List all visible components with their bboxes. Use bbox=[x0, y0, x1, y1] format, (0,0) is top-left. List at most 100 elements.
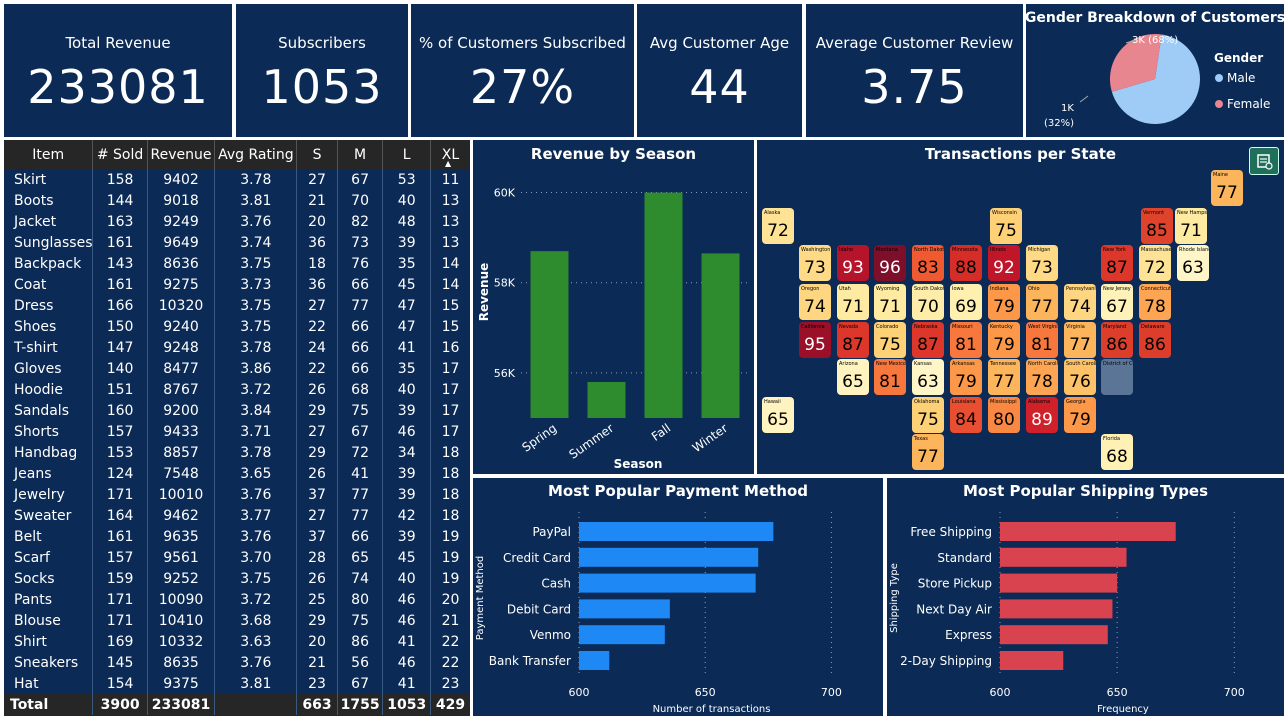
state-tile[interactable]: Michigan 73 bbox=[1026, 245, 1058, 281]
state-tile[interactable]: Idaho 93 bbox=[837, 245, 869, 281]
table-row[interactable]: Shirt 169 10332 3.63 20 86 41 22 bbox=[4, 631, 470, 652]
state-tile[interactable]: Iowa 69 bbox=[950, 284, 982, 320]
state-tile[interactable]: Mississippi 80 bbox=[988, 397, 1020, 433]
legend-female[interactable]: Female bbox=[1227, 97, 1270, 111]
state-tile[interactable]: Maryland 86 bbox=[1101, 322, 1133, 358]
revenue-by-season-card[interactable]: Revenue by Season 56K 58K 60K Spring Summer F… bbox=[473, 140, 754, 474]
state-tile[interactable]: New Jersey 67 bbox=[1101, 284, 1133, 320]
state-tile[interactable]: New Hampshire 71 bbox=[1175, 208, 1207, 244]
state-tile[interactable]: South Carolina 76 bbox=[1064, 359, 1096, 395]
season-bar[interactable] bbox=[530, 251, 569, 418]
state-tile[interactable]: Alabama 89 bbox=[1026, 397, 1058, 433]
bar[interactable] bbox=[579, 651, 610, 670]
state-tile[interactable]: Missouri 81 bbox=[950, 322, 982, 358]
state-tile[interactable]: Oklahoma 75 bbox=[912, 397, 944, 433]
table-row[interactable]: Jacket 163 9249 3.76 20 82 48 13 bbox=[4, 211, 470, 232]
state-tile[interactable]: Delaware 86 bbox=[1139, 322, 1171, 358]
bar[interactable] bbox=[1000, 625, 1108, 645]
table-row[interactable]: Jeans 124 7548 3.65 26 41 39 18 bbox=[4, 463, 470, 484]
bar[interactable] bbox=[579, 625, 665, 645]
legend-male[interactable]: Male bbox=[1227, 71, 1255, 85]
state-tile[interactable]: Arkansas 79 bbox=[950, 359, 982, 395]
state-tile[interactable]: Oregon 74 bbox=[799, 284, 831, 320]
state-tile[interactable]: North Carolina 78 bbox=[1026, 359, 1058, 395]
bar[interactable] bbox=[579, 547, 759, 567]
state-tile[interactable]: Georgia 79 bbox=[1064, 397, 1096, 433]
state-tile[interactable]: District of Columbia bbox=[1101, 359, 1133, 395]
table-row[interactable]: Socks 159 9252 3.75 26 74 40 19 bbox=[4, 568, 470, 589]
table-row[interactable]: Gloves 140 8477 3.86 22 66 35 17 bbox=[4, 358, 470, 379]
col-header-xl[interactable]: XL ▲ bbox=[429, 140, 470, 169]
state-tile[interactable]: Florida 68 bbox=[1101, 434, 1133, 470]
col-header-l[interactable]: L bbox=[382, 140, 431, 169]
state-tile[interactable]: Minnesota 88 bbox=[950, 245, 982, 281]
state-tile[interactable]: Indiana 79 bbox=[988, 284, 1020, 320]
state-tile[interactable]: Rhode Island 63 bbox=[1177, 245, 1209, 281]
state-tile[interactable]: West Virginia 81 bbox=[1026, 322, 1058, 358]
pie-slice-male[interactable] bbox=[1111, 34, 1200, 124]
table-row[interactable]: Hat 154 9375 3.81 23 67 41 23 bbox=[4, 673, 470, 694]
table-row[interactable]: Scarf 157 9561 3.70 28 65 45 19 bbox=[4, 547, 470, 568]
transactions-per-state-card[interactable]: Transactions per State Maine 77 Alaska 72 Wi… bbox=[757, 140, 1284, 474]
state-tile[interactable]: Maine 77 bbox=[1211, 170, 1243, 206]
state-tile[interactable]: Wyoming 71 bbox=[874, 284, 906, 320]
state-tile[interactable]: North Dakota 83 bbox=[912, 245, 944, 281]
state-tile[interactable]: Tennessee 77 bbox=[988, 359, 1020, 395]
bar[interactable] bbox=[1000, 651, 1064, 670]
focus-mode-icon[interactable] bbox=[1249, 147, 1279, 175]
state-tile[interactable]: Vermont 85 bbox=[1141, 208, 1173, 244]
payment-method-card[interactable]: Most Popular Payment Method 600 650 700 Pay… bbox=[473, 478, 883, 716]
table-row[interactable]: Belt 161 9635 3.76 37 66 39 19 bbox=[4, 526, 470, 547]
state-tile[interactable]: Nevada 87 bbox=[837, 322, 869, 358]
col-header-revenue[interactable]: Revenue bbox=[146, 140, 215, 169]
bar[interactable] bbox=[1000, 573, 1118, 593]
state-tile[interactable]: Virginia 77 bbox=[1064, 322, 1096, 358]
product-table[interactable]: Item # Sold Revenue Avg Rating S M L XL … bbox=[4, 140, 470, 716]
table-row[interactable]: Sandals 160 9200 3.84 29 75 39 17 bbox=[4, 400, 470, 421]
shipping-types-card[interactable]: Most Popular Shipping Types 600 650 700 Fre… bbox=[887, 478, 1284, 716]
table-row[interactable]: Sweater 164 9462 3.77 27 77 42 18 bbox=[4, 505, 470, 526]
col-header-sold[interactable]: # Sold bbox=[92, 140, 148, 169]
table-row[interactable]: Shorts 157 9433 3.71 27 67 46 17 bbox=[4, 421, 470, 442]
state-tile[interactable]: Hawaii 65 bbox=[762, 397, 794, 433]
state-tile[interactable]: Colorado 75 bbox=[874, 322, 906, 358]
state-tile[interactable]: Utah 71 bbox=[837, 284, 869, 320]
state-tile[interactable]: Texas 77 bbox=[912, 434, 944, 470]
state-tile[interactable]: South Dakota 70 bbox=[912, 284, 944, 320]
table-row[interactable]: Handbag 153 8857 3.78 29 72 34 18 bbox=[4, 442, 470, 463]
state-tile[interactable]: Massachusetts 72 bbox=[1139, 245, 1171, 281]
table-row[interactable]: Sunglasses 161 9649 3.74 36 73 39 13 bbox=[4, 232, 470, 253]
state-tile[interactable]: Kentucky 79 bbox=[988, 322, 1020, 358]
season-bar[interactable] bbox=[701, 253, 740, 418]
state-tile[interactable]: Pennsylvania 74 bbox=[1064, 284, 1096, 320]
state-tile[interactable]: Alaska 72 bbox=[762, 208, 794, 244]
bar[interactable] bbox=[1000, 522, 1176, 541]
state-tile[interactable]: Ohio 77 bbox=[1026, 284, 1058, 320]
table-row[interactable]: Boots 144 9018 3.81 21 70 40 13 bbox=[4, 190, 470, 211]
state-tile[interactable]: Connecticut 78 bbox=[1139, 284, 1171, 320]
bar[interactable] bbox=[579, 522, 774, 541]
state-tile[interactable]: Washington 73 bbox=[799, 245, 831, 281]
table-row[interactable]: Jewelry 171 10010 3.76 37 77 39 18 bbox=[4, 484, 470, 505]
state-tile[interactable]: Kansas 63 bbox=[912, 359, 944, 395]
table-row[interactable]: Backpack 143 8636 3.75 18 76 35 14 bbox=[4, 253, 470, 274]
state-tile[interactable]: Louisiana 84 bbox=[950, 397, 982, 433]
table-row[interactable]: Hoodie 151 8767 3.72 26 68 40 17 bbox=[4, 379, 470, 400]
table-row[interactable]: Shoes 150 9240 3.75 22 66 47 15 bbox=[4, 316, 470, 337]
bar[interactable] bbox=[579, 599, 670, 619]
state-tile[interactable]: Montana 96 bbox=[874, 245, 906, 281]
table-row[interactable]: T-shirt 147 9248 3.78 24 66 41 16 bbox=[4, 337, 470, 358]
gender-breakdown-card[interactable]: Gender Breakdown of Customers 3K (68%) 1… bbox=[1025, 4, 1285, 137]
state-tile[interactable]: Wisconsin 75 bbox=[990, 208, 1022, 244]
state-tile[interactable]: Arizona 65 bbox=[837, 359, 869, 395]
state-tile[interactable]: Illinois 92 bbox=[988, 245, 1020, 281]
state-tile[interactable]: Nebraska 87 bbox=[912, 322, 944, 358]
table-row[interactable]: Skirt 158 9402 3.78 27 67 53 11 bbox=[4, 169, 470, 190]
bar[interactable] bbox=[1000, 599, 1113, 619]
table-row[interactable]: Dress 166 10320 3.75 27 77 47 15 bbox=[4, 295, 470, 316]
bar[interactable] bbox=[1000, 547, 1127, 567]
table-row[interactable]: Coat 161 9275 3.73 36 66 45 14 bbox=[4, 274, 470, 295]
season-bar[interactable] bbox=[587, 381, 626, 418]
pie-slice-female[interactable] bbox=[1110, 33, 1162, 92]
col-header-item[interactable]: Item bbox=[4, 140, 93, 169]
